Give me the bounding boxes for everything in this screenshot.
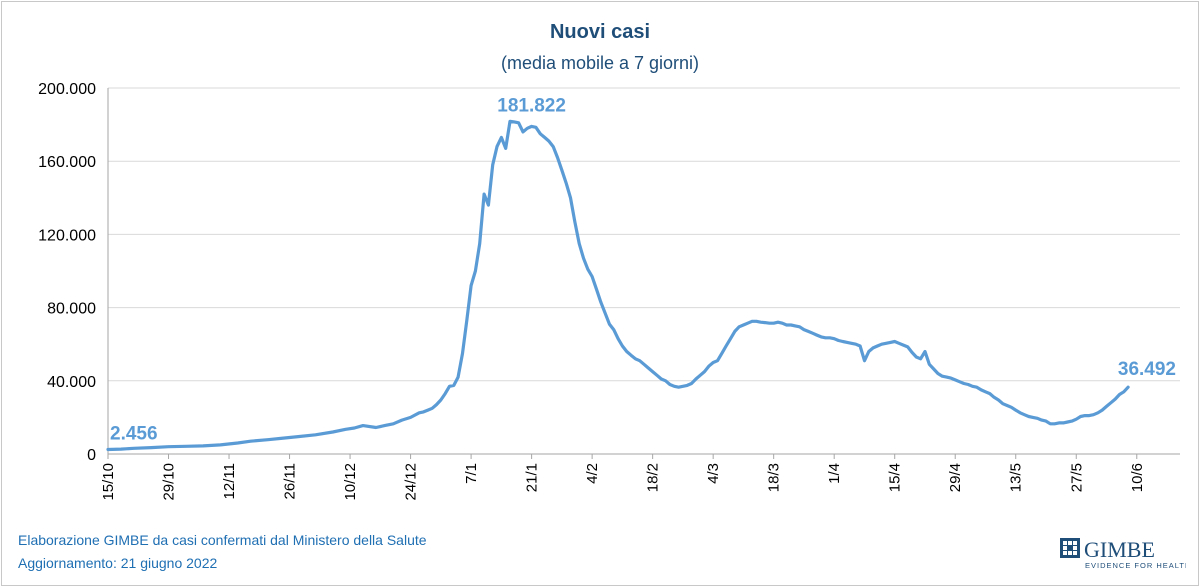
gimbe-logo: GIMBE EVIDENCE FOR HEALTH	[1060, 537, 1186, 570]
x-tick-label: 18/2	[645, 463, 662, 492]
data-label: 2.456	[110, 424, 158, 445]
x-tick-label: 24/12	[403, 463, 420, 501]
x-tick-label: 1/4	[826, 463, 843, 484]
x-tick-label: 29/10	[161, 463, 178, 501]
footer-source: Elaborazione GIMBE da casi confermati da…	[18, 532, 427, 548]
x-tick-label: 15/4	[887, 463, 904, 492]
x-tick-label: 10/12	[342, 463, 359, 501]
x-tick-label: 4/3	[705, 463, 722, 484]
x-tick-label: 27/5	[1068, 463, 1085, 492]
x-tick-label: 10/6	[1129, 463, 1146, 492]
x-tick-label: 12/11	[221, 463, 238, 499]
logo-mark-icon	[1060, 538, 1080, 558]
y-tick-label: 0	[87, 447, 96, 464]
y-axis-tick-labels: 0 40.000 80.000 120.000 160.000 200.000	[38, 81, 96, 464]
y-tick-label: 200.000	[38, 81, 96, 98]
series-line	[106, 119, 1130, 452]
y-tick-label: 120.000	[38, 227, 96, 244]
y-tick-label: 80.000	[47, 301, 96, 318]
chart-subtitle: (media mobile a 7 giorni)	[501, 53, 699, 73]
data-label: 181.822	[497, 95, 566, 116]
y-tick-label: 40.000	[47, 374, 96, 391]
x-tick-label: 4/2	[584, 463, 601, 484]
x-axis: 15/10 29/10 12/11 26/11 10/12 24/12 7/1 21/1 4/2…	[100, 453, 1180, 501]
x-tick-label: 26/11	[282, 463, 299, 499]
x-tick-label: 13/5	[1008, 463, 1025, 492]
data-labels: 2.456 181.822 36.492	[110, 95, 1176, 444]
data-label: 36.492	[1118, 359, 1176, 380]
series-group	[106, 119, 1130, 452]
footer-update: Aggiornamento: 21 giugno 2022	[18, 555, 218, 571]
x-tick-label: 15/10	[100, 463, 117, 501]
logo-subtext: EVIDENCE FOR HEALTH	[1085, 561, 1186, 570]
x-tick-label: 29/4	[947, 463, 964, 492]
x-tick-label: 21/1	[524, 463, 541, 492]
y-tick-label: 160.000	[38, 154, 96, 171]
logo-text: GIMBE	[1084, 537, 1155, 562]
gridlines	[107, 87, 1180, 454]
chart-title: Nuovi casi	[550, 21, 650, 43]
x-tick-label: 7/1	[463, 463, 480, 484]
x-tick-label: 18/3	[766, 463, 783, 492]
